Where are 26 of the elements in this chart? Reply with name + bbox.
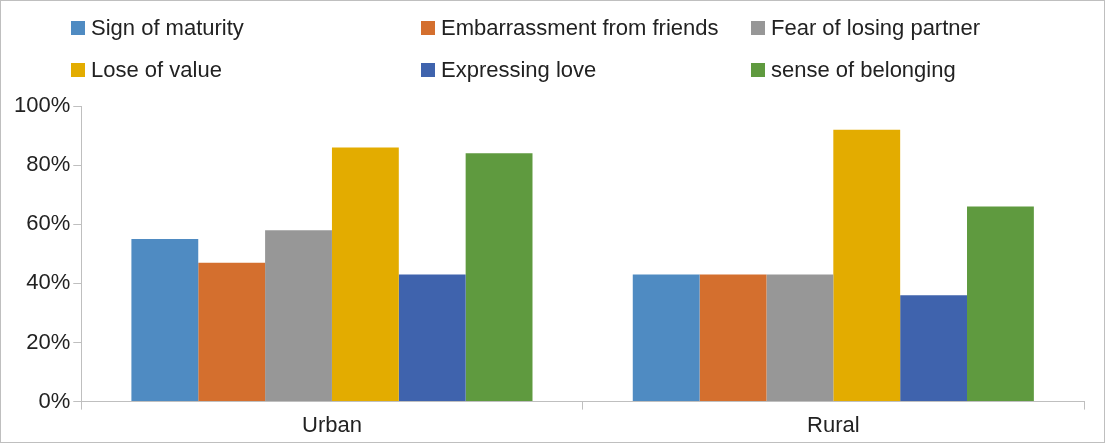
bar: [465, 153, 533, 402]
legend-label: sense of belonging: [771, 57, 956, 83]
legend-label: Fear of losing partner: [771, 15, 981, 41]
y-tick-label: 80%: [26, 151, 71, 177]
bar: [632, 274, 700, 402]
x-tick-label: Rural: [807, 411, 860, 437]
y-tick-label: 60%: [26, 210, 71, 236]
y-tick-label: 20%: [26, 328, 71, 354]
y-tick-label: 40%: [26, 269, 71, 295]
bar: [265, 230, 332, 402]
y-tick-label: 0%: [38, 387, 71, 413]
legend-label: Embarrassment from friends: [441, 15, 719, 41]
bar: [900, 295, 968, 402]
bar: [198, 262, 266, 402]
y-tick-label: 100%: [13, 92, 71, 118]
bar: [833, 129, 901, 402]
bar: [331, 147, 399, 402]
bar: [699, 274, 767, 402]
bar: [766, 274, 834, 402]
bar: [398, 274, 466, 402]
legend-label: Lose of value: [91, 57, 222, 83]
legend-label: Expressing love: [441, 57, 597, 83]
x-tick-label: Urban: [301, 411, 362, 437]
bar: [967, 206, 1034, 402]
bar: [131, 239, 199, 402]
legend-label: Sign of maturity: [91, 15, 244, 41]
